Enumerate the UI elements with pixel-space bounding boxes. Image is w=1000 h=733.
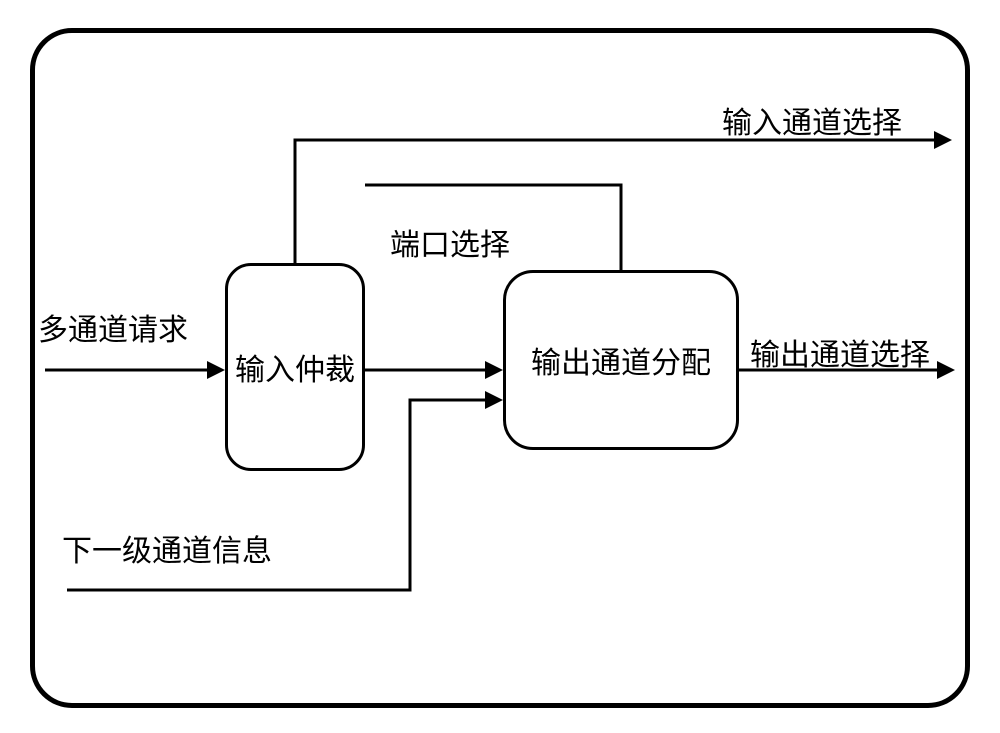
node-input-arbitration: 输入仲裁	[225, 263, 365, 471]
node-input-arbitration-label: 输入仲裁	[235, 345, 355, 389]
node-output-channel-allocation: 输出通道分配	[503, 270, 739, 450]
label-next-channel-info: 下一级通道信息	[62, 526, 272, 570]
diagram-canvas: 输入仲裁 输出通道分配 多通道请求 端口选择 输入通道选择 输出通道选择 下一级…	[0, 0, 1000, 733]
node-output-channel-allocation-label: 输出通道分配	[531, 338, 711, 382]
label-multichannel-request: 多通道请求	[38, 305, 188, 349]
label-port-select: 端口选择	[390, 220, 510, 264]
label-output-channel-select: 输出通道选择	[750, 330, 930, 374]
label-input-channel-select: 输入通道选择	[722, 98, 902, 142]
